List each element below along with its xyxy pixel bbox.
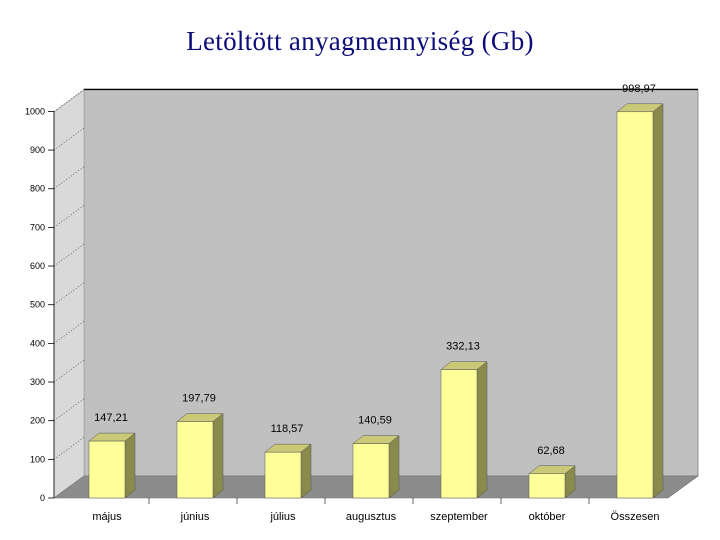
x-tick-label: május xyxy=(92,511,122,523)
bar-side xyxy=(124,432,136,499)
x-tick-label: június xyxy=(180,511,210,523)
gridline-depth xyxy=(53,437,85,460)
x-tick-label: Összesen xyxy=(611,511,660,523)
data-label: 147,21 xyxy=(94,412,128,424)
gridline-depth xyxy=(53,89,85,112)
bar xyxy=(352,443,390,499)
gridline-depth xyxy=(53,127,85,151)
bar xyxy=(528,473,566,499)
gridline-depth xyxy=(53,243,85,267)
y-tick-label: 300 xyxy=(30,377,45,387)
x-tick-label: október xyxy=(529,511,566,523)
gridline-depth xyxy=(53,166,85,190)
y-tick-label: 600 xyxy=(30,261,45,271)
gridline-depth xyxy=(53,321,85,344)
x-tick-label: augusztus xyxy=(346,511,397,523)
chart-title: Letöltött anyagmennyiség (Gb) xyxy=(186,26,534,56)
y-tick-label: 400 xyxy=(30,338,45,348)
data-label: 197,79 xyxy=(182,393,216,405)
bar xyxy=(440,369,478,499)
y-tick-label: 200 xyxy=(30,416,45,426)
bar xyxy=(176,421,214,499)
gridline-depth xyxy=(53,205,85,228)
gridline-depth xyxy=(53,359,85,383)
x-tick-label: július xyxy=(269,511,296,523)
data-label: 140,59 xyxy=(358,415,392,427)
y-tick-label: 1000 xyxy=(25,106,45,116)
y-tick-label: 500 xyxy=(30,300,45,310)
y-tick-label: 100 xyxy=(30,454,45,464)
bar-side xyxy=(300,443,312,499)
bar xyxy=(88,440,126,499)
bar xyxy=(264,451,302,499)
bar-side xyxy=(388,435,400,499)
bar-side xyxy=(652,103,664,499)
bar-side xyxy=(212,413,224,499)
data-label: 998,97 xyxy=(622,83,656,95)
y-tick-label: 0 xyxy=(40,493,45,503)
data-label: 332,13 xyxy=(446,341,480,353)
bar-side xyxy=(476,361,488,499)
y-tick-label: 900 xyxy=(30,145,45,155)
x-tick-label: szeptember xyxy=(430,511,488,523)
gridline-depth xyxy=(53,282,85,306)
data-label: 62,68 xyxy=(537,445,565,457)
gridline-depth xyxy=(53,398,85,422)
y-tick-label: 700 xyxy=(30,222,45,232)
bar xyxy=(616,111,654,499)
y-tick-label: 800 xyxy=(30,184,45,194)
data-label: 118,57 xyxy=(271,423,304,435)
